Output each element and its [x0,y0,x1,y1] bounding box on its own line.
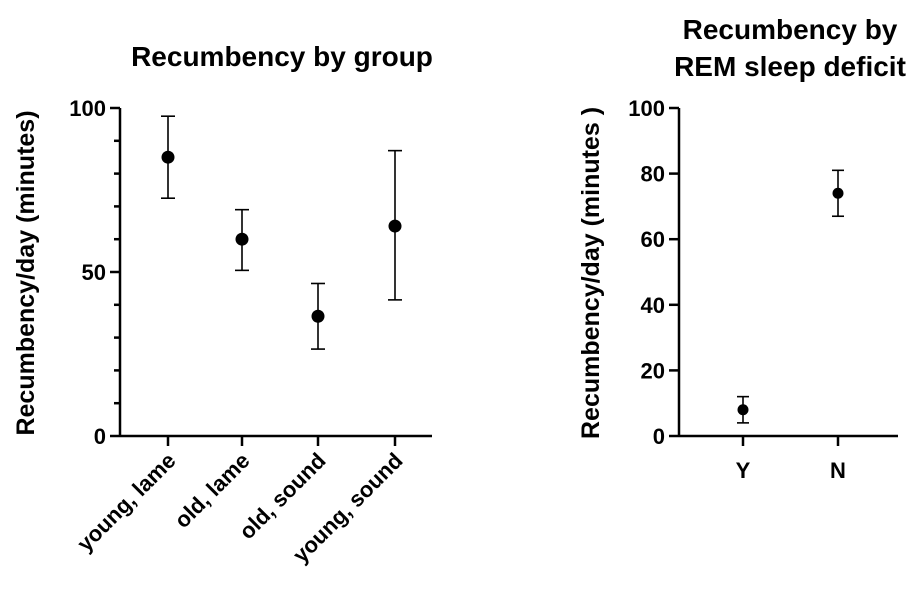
data-marks [737,169,844,424]
x-tick-label: young, lame [72,448,180,556]
y-tick-label: 100 [628,96,665,121]
y-tick-label: 20 [641,358,665,383]
y-tick-label: 0 [653,424,665,449]
data-point [388,219,402,233]
x-tick-label: Y [736,458,751,483]
y-tick-label: 100 [69,96,106,121]
data-point [832,187,844,199]
y-tick-label: 60 [641,227,665,252]
y-tick-label: 50 [82,260,106,285]
y-tick-label: 80 [641,162,665,187]
data-point [737,404,749,416]
data-point [161,150,175,164]
data-marks [161,115,402,350]
data-point [235,232,249,246]
chart-title-line-2: REM sleep deficit [674,51,906,82]
x-tick-label: N [830,458,846,483]
y-tick-label: 40 [641,293,665,318]
chart-recumbency-by-rem-sleep-deficit: Recumbency by REM sleep deficit Recumben… [577,14,906,483]
chart-title-line-1: Recumbency by [683,14,898,45]
chart-title: Recumbency by group [131,41,433,72]
y-axis-label: Recumbency/day (minutes ) [577,107,605,439]
axes: 0 20 40 60 80 100 Y N [628,96,898,483]
y-axis-label: Recumbency/day (minutes) [12,110,40,435]
data-point [311,309,325,323]
y-tick-label: 0 [94,424,106,449]
chart-recumbency-by-group: Recumbency by group Recumbency/day (minu… [12,41,433,568]
